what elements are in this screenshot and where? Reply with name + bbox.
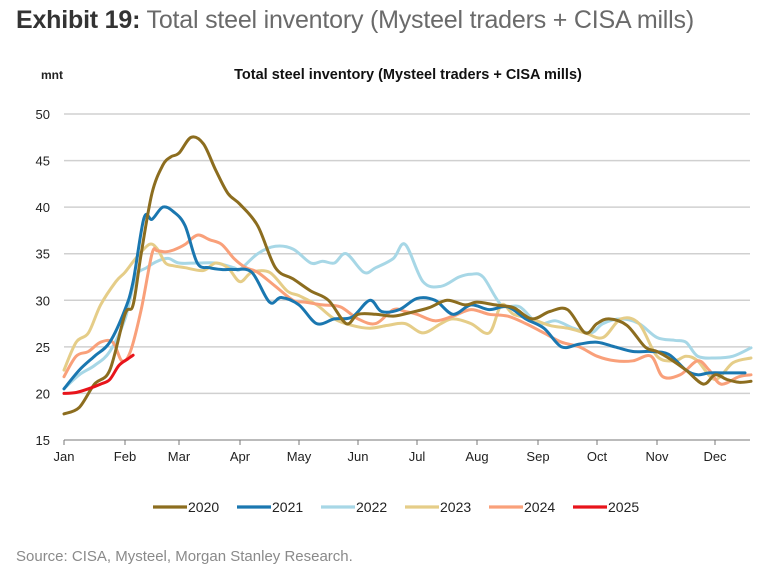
legend-label-2020: 2020 [188, 499, 219, 515]
series-line-2020 [62, 135, 753, 416]
x-tick-label: Mar [168, 449, 191, 464]
y-tick-label: 15 [36, 433, 50, 448]
y-axis-unit-label: mnt [41, 68, 63, 82]
source-note: Source: CISA, Mysteel, Morgan Stanley Re… [16, 548, 353, 565]
exhibit-label: Exhibit 19: [16, 6, 141, 34]
x-tick-label: Apr [230, 449, 251, 464]
y-tick-label: 35 [36, 247, 50, 262]
x-tick-label: Jul [409, 449, 426, 464]
series-line-2021 [62, 205, 747, 391]
x-tick-label: Jun [348, 449, 369, 464]
x-tick-label: Feb [114, 449, 136, 464]
x-tick-label: Dec [703, 449, 727, 464]
legend-label-2021: 2021 [272, 499, 303, 515]
legend-label-2024: 2024 [524, 499, 555, 515]
y-tick-label: 25 [36, 340, 50, 355]
series-line-2024 [62, 233, 753, 386]
legend-label-2023: 2023 [440, 499, 471, 515]
x-tick-label: May [287, 449, 312, 464]
y-tick-label: 45 [36, 154, 50, 169]
chart-title: Total steel inventory (Mysteel traders +… [234, 67, 582, 83]
x-tick-label: Nov [645, 449, 669, 464]
y-tick-label: 40 [36, 200, 50, 215]
legend-label-2025: 2025 [608, 499, 639, 515]
x-tick-label: Aug [465, 449, 488, 464]
exhibit-title: Exhibit 19: Total steel inventory (Myste… [16, 6, 694, 35]
legend-label-2022: 2022 [356, 499, 387, 515]
exhibit-heading: Total steel inventory (Mysteel traders +… [146, 6, 695, 34]
x-tick-label: Oct [587, 449, 608, 464]
series-line-2025 [62, 353, 135, 395]
y-tick-label: 20 [36, 386, 50, 401]
x-tick-label: Jan [54, 449, 75, 464]
y-tick-label: 50 [36, 107, 50, 122]
series-line-2023 [62, 242, 753, 381]
x-tick-label: Sep [526, 449, 549, 464]
line-chart: mnt Total steel inventory (Mysteel trade… [36, 67, 753, 515]
y-tick-label: 30 [36, 293, 50, 308]
